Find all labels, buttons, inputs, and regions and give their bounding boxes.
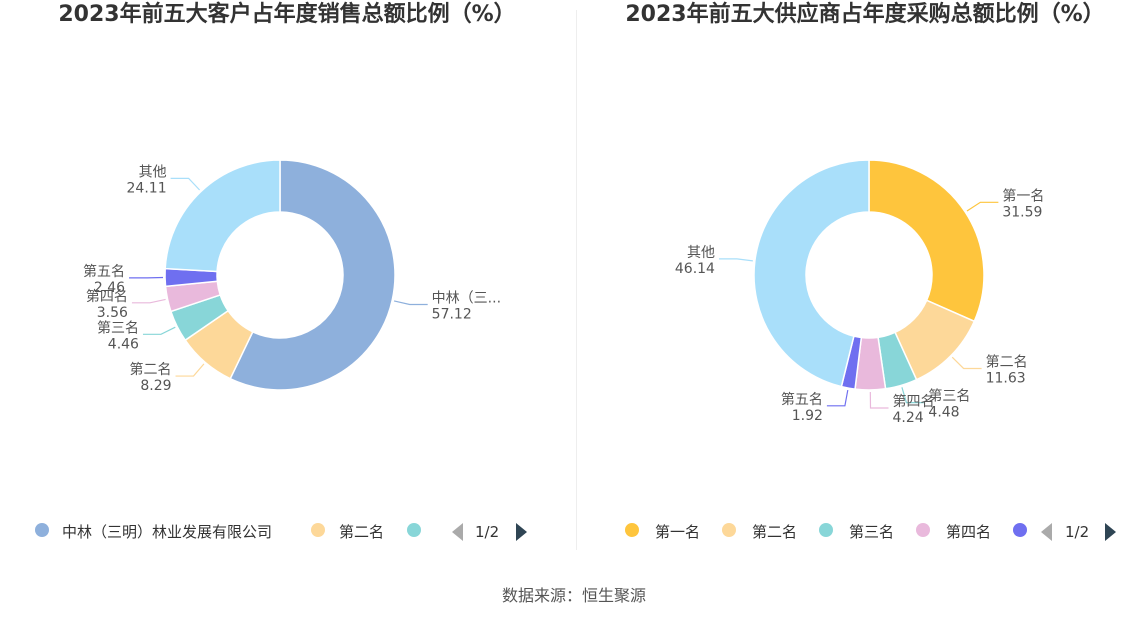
legend-dot-supplier-5[interactable] xyxy=(1013,523,1027,537)
supplier-slice-label-2: 第二名 xyxy=(986,353,1028,370)
customer-slice-6[interactable] xyxy=(164,159,281,273)
supplier-leader-line-1 xyxy=(966,201,999,212)
customer-leader-line-3 xyxy=(142,326,176,335)
customer-leader-line-4 xyxy=(131,298,166,304)
legend-dot-supplier-4[interactable] xyxy=(916,523,930,537)
supplier-leader-line-4 xyxy=(869,391,889,409)
supplier-slice-6[interactable] xyxy=(753,159,870,388)
legend-dot-customer-1[interactable] xyxy=(35,523,49,537)
customer-slice-label-2: 第二名 xyxy=(130,361,172,378)
customer-slice-1[interactable] xyxy=(229,159,396,391)
supplier-slice-value-6: 46.14 xyxy=(675,261,715,277)
legend-next-page-icon[interactable] xyxy=(1105,523,1116,541)
legend-prev-page-icon[interactable] xyxy=(1041,523,1052,541)
supplier-legend: 第一名 第二名 第三名 第四名 1/2 xyxy=(575,518,1148,548)
panel-divider xyxy=(576,10,577,550)
legend-page-indicator: 1/2 xyxy=(1065,523,1090,541)
supplier-slice-value-3: 4.48 xyxy=(928,405,959,421)
customer-slice-value-1: 57.12 xyxy=(432,307,472,323)
supplier-leader-line-6 xyxy=(718,258,753,262)
legend-item-customer-1[interactable]: 中林（三明）林业发展有限公司 xyxy=(62,523,273,541)
supplier-leader-line-3 xyxy=(901,387,925,404)
legend-item-supplier-2[interactable]: 第二名 xyxy=(752,523,798,541)
legend-next-page-icon[interactable] xyxy=(516,523,527,541)
supplier-slice-1[interactable] xyxy=(868,159,985,323)
legend-dot-customer-3[interactable] xyxy=(407,523,421,537)
legend-item-supplier-4[interactable]: 第四名 xyxy=(946,523,992,541)
data-source-note: 数据来源：恒生聚源 xyxy=(501,586,646,605)
legend-item-supplier-1[interactable]: 第一名 xyxy=(655,523,701,541)
customer-leader-line-1 xyxy=(393,300,428,306)
customer-slice-value-5: 2.46 xyxy=(94,280,125,296)
supplier-slice-value-4: 4.24 xyxy=(893,410,924,426)
legend-dot-supplier-2[interactable] xyxy=(722,523,736,537)
supplier-slice-label-5: 第五名 xyxy=(781,391,823,408)
supplier-leader-line-2 xyxy=(951,356,982,370)
legend-item-supplier-3[interactable]: 第三名 xyxy=(849,523,895,541)
customer-slice-label-3: 第三名 xyxy=(97,319,139,336)
supplier-slice-label-6: 其他 xyxy=(687,245,715,261)
customer-slice-value-3: 4.46 xyxy=(108,336,139,352)
supplier-chart-panel: 2023年前五大供应商占年度采购总额比例（%） 第一名 31.59 第二名 11.63… xyxy=(575,0,1148,560)
supplier-slice-label-4: 第四名 xyxy=(893,393,935,410)
legend-prev-page-icon[interactable] xyxy=(452,523,463,541)
supplier-chart-title: 2023年前五大供应商占年度采购总额比例（%） xyxy=(625,2,1105,27)
supplier-slice-value-1: 31.59 xyxy=(1002,204,1042,220)
customer-chart-title: 2023年前五大客户占年度销售总额比例（%） xyxy=(58,2,516,27)
customer-leader-line-2 xyxy=(175,363,205,377)
customer-chart-panel: 2023年前五大客户占年度销售总额比例（%） 中林（三... 57.12 第二名 8.… xyxy=(0,0,574,560)
customer-slice-value-6: 24.11 xyxy=(127,180,167,196)
customer-slice-label-4: 第四名 xyxy=(86,288,128,305)
legend-page-indicator: 1/2 xyxy=(475,523,500,541)
customer-slice-value-2: 8.29 xyxy=(140,378,171,394)
customer-slice-label-1: 中林（三... xyxy=(432,291,501,307)
supplier-slice-value-5: 1.92 xyxy=(792,408,823,424)
supplier-slice-value-2: 11.63 xyxy=(986,370,1026,386)
customer-slice-label-5: 第五名 xyxy=(83,263,125,280)
legend-dot-supplier-3[interactable] xyxy=(819,523,833,537)
supplier-slice-label-3: 第三名 xyxy=(928,388,970,405)
customer-leader-line-6 xyxy=(170,177,201,191)
legend-dot-customer-2[interactable] xyxy=(311,523,325,537)
customer-legend: 中林（三明）林业发展有限公司 第二名 1/2 xyxy=(0,518,574,548)
legend-dot-supplier-1[interactable] xyxy=(625,523,639,537)
supplier-slice-label-1: 第一名 xyxy=(1002,187,1044,204)
legend-item-customer-2[interactable]: 第二名 xyxy=(339,523,385,541)
supplier-leader-line-5 xyxy=(826,389,849,407)
customer-slice-label-6: 其他 xyxy=(139,164,167,180)
customer-slice-value-4: 3.56 xyxy=(97,305,128,321)
